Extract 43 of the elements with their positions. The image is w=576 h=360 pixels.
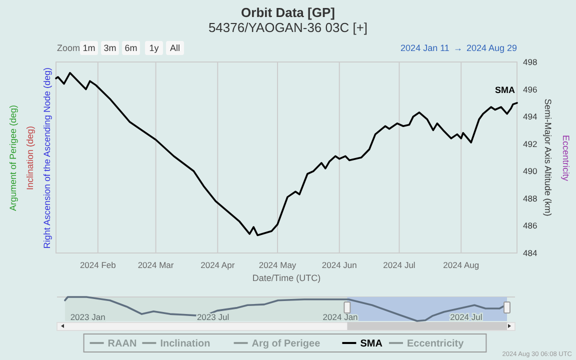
x-tick-label: 2024 Jul [450, 312, 482, 322]
legend-label: SMA [360, 338, 382, 350]
legend-label: RAAN [108, 338, 137, 350]
legend-label: Inclination [160, 338, 210, 350]
x-tick-label: 2024 Jan [322, 312, 358, 322]
x-tick-label: 2024 Feb [80, 260, 116, 270]
x-tick-label: 2023 Jan [70, 312, 106, 322]
text: SMA [495, 84, 515, 95]
y-tick-label: 494 [523, 112, 538, 122]
text: 2024 Jan 11 [400, 43, 450, 53]
x-tick-label: 2024 Mar [138, 260, 174, 270]
line-series [55, 72, 518, 236]
text: Zoom [57, 43, 80, 53]
zoom-button: 6m [122, 41, 140, 55]
x-tick-label: 2024 Jun [322, 260, 358, 270]
y-tick-label: 492 [523, 138, 538, 149]
chart-subtitle: 54376/YAOGAN-36 03C [+] [208, 20, 368, 35]
zoom-button: 3m [101, 41, 119, 55]
x-tick-label: 2023 Jul [196, 312, 230, 322]
y-tick-label: 490 [523, 166, 538, 176]
text: → [453, 43, 462, 53]
text: 2024 Aug 29 [466, 43, 517, 53]
chart-title: Orbit Data [GP] [241, 5, 335, 20]
y-tick-label: 488 [523, 193, 538, 204]
y-tick-label: 484 [523, 248, 538, 258]
zoom-button: 1y [145, 41, 163, 55]
legend-label: Arg of Perigee [252, 338, 321, 350]
zoom-button: 1m [80, 41, 98, 55]
text: Right Ascension of the Ascending Node (deg) [42, 67, 52, 249]
x-axis-title: Date/Time (UTC) [252, 273, 321, 283]
legend-label: Eccentricity [407, 338, 464, 350]
x-tick-label: 2024 Apr [200, 260, 235, 270]
text: Inclination (deg) [25, 126, 35, 190]
zoom-button: All [166, 41, 184, 55]
y-axis-title: Semi-Major Axis Altitude (km) [543, 98, 553, 216]
x-tick-label: 2024 Jul [383, 260, 416, 270]
text: Eccentricity [561, 134, 571, 182]
y-tick-label: 498 [523, 57, 538, 67]
x-tick-label: 2024 Aug [443, 260, 480, 270]
text: Argument of Perigee (deg) [8, 104, 18, 212]
x-tick-label: 2024 May [258, 260, 297, 270]
y-tick-label: 486 [523, 220, 538, 231]
y-tick-label: 496 [523, 84, 538, 94]
